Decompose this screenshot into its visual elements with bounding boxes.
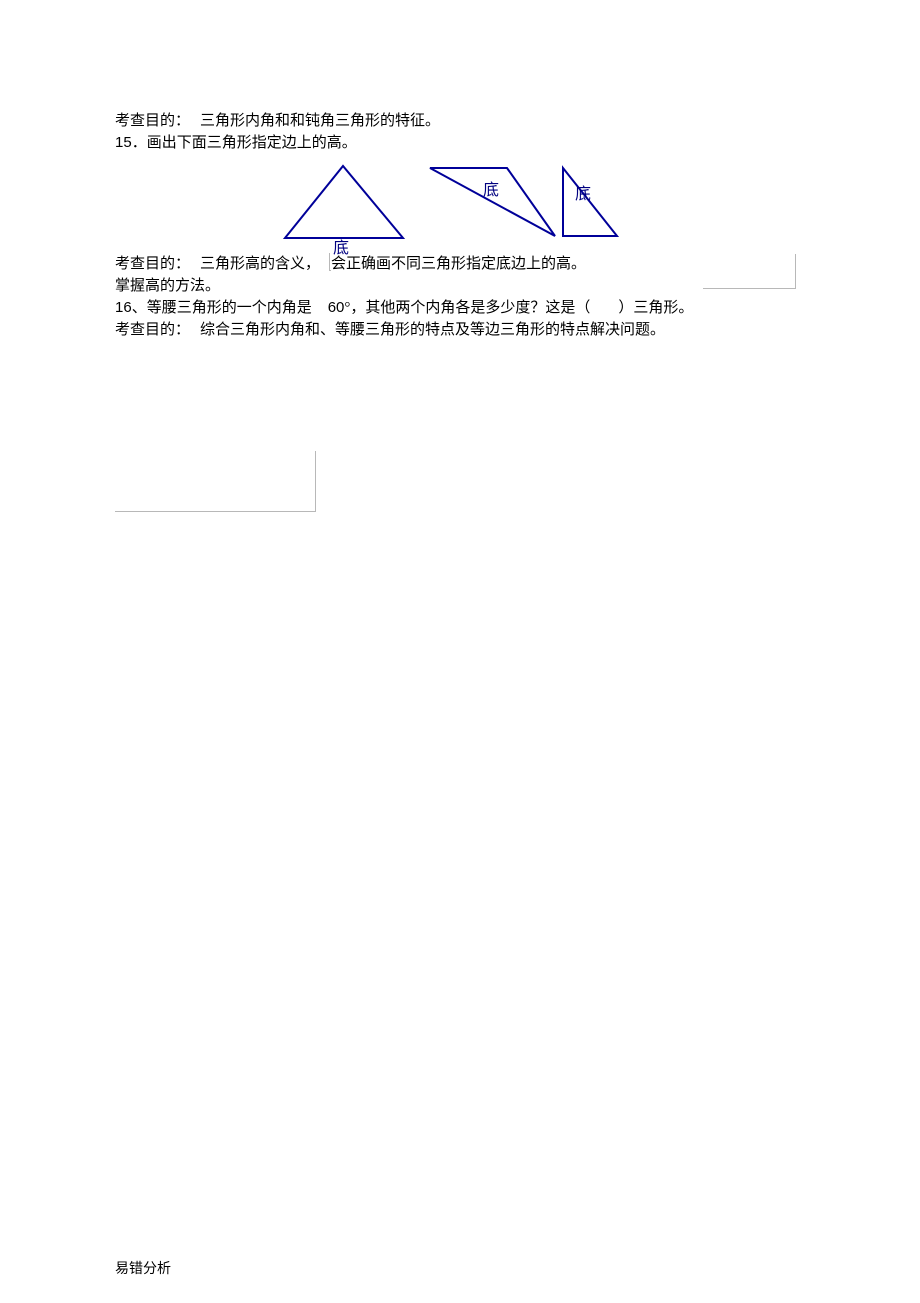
rule-mark-lower [115,451,316,512]
question-16-line: 16、等腰三角形的一个内角是 60°，其他两个内角各是多少度？这是（ ）三角形。 [115,297,805,319]
q16-text-c: ）三角形。 [618,300,693,316]
q16-number: 16 [115,299,132,316]
rule-mark-right [703,254,796,289]
text-goal-1: 三角形内角和和钝角三角形的特征。 [200,113,440,129]
q16-angle: 60 [328,299,345,316]
q15-text: ．画出下面三角形指定边上的高。 [132,135,357,151]
q16-text-b: °，其他两个内角各是多少度？这是（ [344,300,590,316]
q16-text-a: 、等腰三角形的一个内角是 [132,300,312,316]
text-goal-2a: 三角形高的含义， [200,256,320,272]
label-exam-goal-3: 考查目的： [115,322,190,338]
q15-number: 15 [115,134,132,151]
triangle-1 [285,166,403,238]
label-base-1: 底 [333,234,349,258]
exam-goal-line-3: 考查目的： 综合三角形内角和、等腰三角形的特点及等边三角形的特点解决问题。 [115,319,805,341]
label-base-2: 底 [483,176,499,200]
label-exam-goal-2: 考查目的： [115,256,190,272]
footer-text: 易错分析 [115,1258,171,1278]
question-15-line: 15．画出下面三角形指定边上的高。 [115,132,805,154]
line-grasp-method: 掌握高的方法。 [115,275,805,297]
document-page: 考查目的：三角形内角和和钝角三角形的特征。 15．画出下面三角形指定边上的高。 … [0,0,920,552]
text-method: 掌握高的方法。 [115,278,220,294]
label-base-3: 底 [575,180,591,204]
triangles-figure: 底 底 底 [265,158,805,253]
exam-goal-line-1: 考查目的： 三角形内角和和钝角三角形的特征。 [115,110,805,132]
label-exam-goal: 考查目的： [115,113,190,129]
exam-goal-line-2: 考查目的： 三角形高的含义， 会正确画不同三角形指定底边上的高。 [115,253,805,275]
text-goal-2b: 会正确画不同三角形指定底边上的高。 [331,256,586,272]
text-goal-3: 综合三角形内角和、等腰三角形的特点及等边三角形的特点解决问题。 [200,322,665,338]
